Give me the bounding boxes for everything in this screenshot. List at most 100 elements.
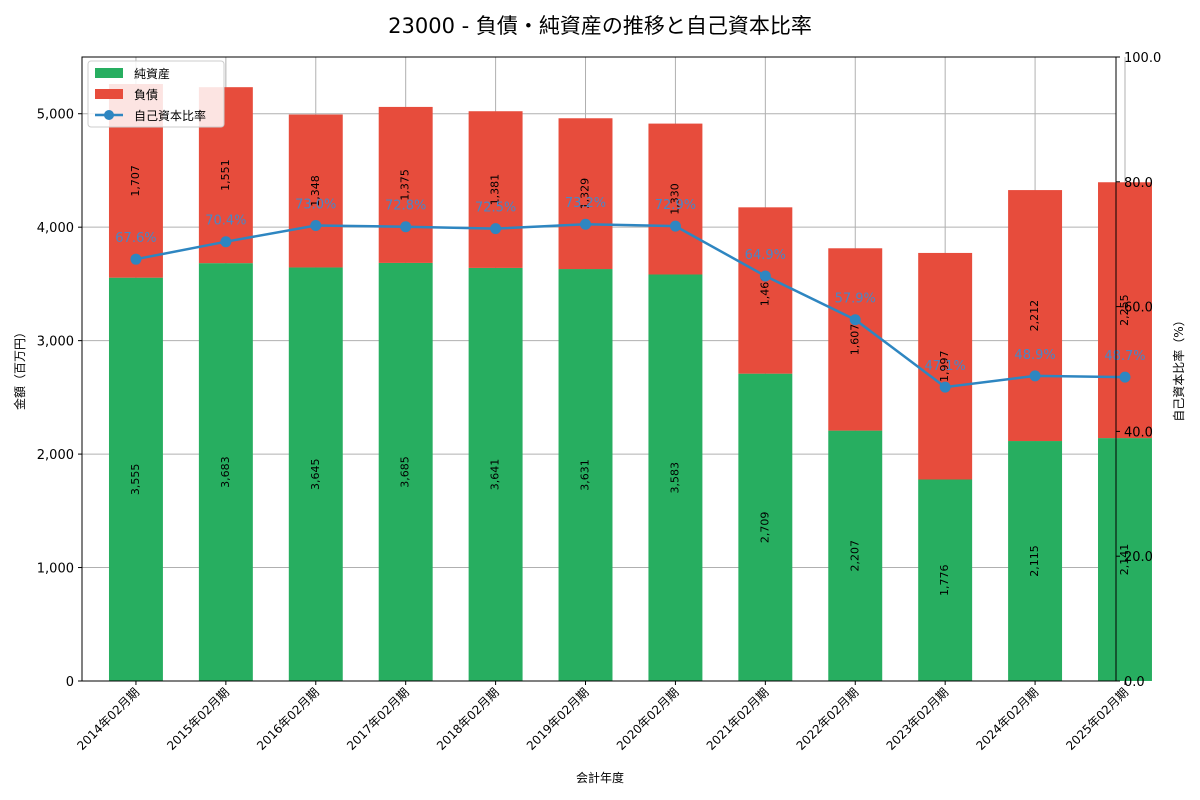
bar-label-liabilities: 1,381 [489,174,502,206]
bar-equity [468,267,523,681]
ratio-line: 67.6% 70.4% 73.0% 72.8% 72.5% 73.2% 72.9% 64.9%… [115,196,1146,393]
ratio-label: 73.0% [295,197,336,212]
bar-label-equity: 3,645 [309,458,322,490]
bar-equity [558,269,613,681]
bar-label-liabilities: 1,329 [579,178,592,210]
x-tick-label: 2014年02月期 [74,685,142,753]
bar-label-equity: 2,115 [1028,545,1041,577]
x-tick-label: 2025年02月期 [1063,685,1131,753]
bar-equity [1098,438,1152,681]
ratio-point [310,219,322,231]
legend-swatch-ratio-marker [104,110,114,120]
bar-label-equity: 3,685 [399,456,412,488]
y2-tick-label: 20.0 [1124,550,1153,565]
ratio-label: 70.4% [205,214,246,229]
legend-label-liabilities: 負債 [134,87,158,102]
ratio-label: 64.9% [745,248,786,263]
y-tick-label: 1,000 [37,562,74,577]
ratio-point [1029,370,1041,382]
ratio-point [490,223,502,235]
ratio-point [400,221,412,233]
ratio-label: 48.7% [1104,349,1145,364]
y2-tick-label: 60.0 [1124,301,1153,316]
bar-liabilities [1008,190,1063,442]
x-tick-label: 2015年02月期 [164,685,232,753]
bar-label-liabilities: 1,466 [758,275,771,307]
bar-label-equity: 2,207 [848,540,861,572]
bar-label-equity: 2,141 [1118,544,1131,576]
y-tick-label: 3,000 [37,335,74,350]
x-tick-label: 2022年02月期 [794,685,862,753]
bar-liabilities [648,123,703,275]
bar-liabilities [918,252,973,480]
x-tick-label: 2017年02月期 [344,685,412,753]
bar-label-equity: 2,709 [758,512,771,544]
ratio-label: 72.8% [385,199,426,214]
y-tick-label: 4,000 [37,221,74,236]
bar-liabilities [558,118,613,270]
bar-label-liabilities: 1,707 [129,165,142,197]
bar-label-liabilities: 1,607 [848,324,861,356]
bar-label-equity: 3,641 [489,459,502,491]
ratio-polyline [135,222,1126,389]
bar-liabilities [828,248,883,431]
bar-label-equity: 3,631 [579,459,592,491]
ratio-point [669,220,681,232]
bar-equity [1008,441,1063,681]
y2-tick-label: 80.0 [1124,176,1153,191]
ratio-label: 72.5% [475,201,516,216]
bar-label-liabilities: 1,997 [938,350,951,382]
bar-liabilities [378,106,433,263]
ratio-label: 67.6% [115,231,156,246]
y-tick-label: 0 [66,675,74,690]
bar-label-liabilities: 1,551 [219,159,232,191]
legend-label-equity: 純資産 [134,66,170,81]
legend-swatch-equity [95,68,123,78]
legend-swatch-liabilities [95,89,123,99]
plot-frame [81,56,1117,682]
legend: 純資産 負債 自己資本比率 [87,60,225,128]
chart-title: 23000 - 負債・純資産の推移と自己資本比率 [388,14,812,38]
y-axis-label: 金額（百万円） [12,326,27,410]
x-tick-label: 2023年02月期 [884,685,952,753]
ratio-label: 57.9% [835,292,876,307]
bar-label-equity: 3,583 [668,462,681,494]
ratio-point [849,314,861,326]
bar-equity [738,373,793,681]
y-tick-label: 5,000 [37,108,74,123]
bar-label-liabilities: 2,212 [1028,300,1041,332]
bar-label-equity: 1,776 [938,565,951,597]
ratio-point [220,236,232,248]
bar-liabilities [288,114,343,268]
x-tick-label: 2019年02月期 [524,685,592,753]
y2-tick-label: 100.0 [1124,51,1161,66]
ratio-point [130,253,142,265]
ratio-label: 48.9% [1014,348,1055,363]
bar-liabilities [1098,182,1152,439]
ratio-label: 73.2% [565,196,606,211]
x-tick-label: 2024年02月期 [973,685,1041,753]
x-axis-label: 会計年度 [576,770,624,785]
x-tick-label: 2021年02月期 [704,685,772,753]
bar-equity [648,274,703,681]
ratio-point [1119,371,1131,383]
bar-liabilities [738,207,793,374]
y-tick-label: 2,000 [37,448,74,463]
bar-equity [198,263,253,681]
x-tick-label: 2018年02月期 [434,685,502,753]
y2-axis-label: 自己資本比率（%） [1171,314,1186,421]
ratio-label: 72.9% [655,198,696,213]
x-tick-label: 2016年02月期 [254,685,322,753]
bar-equity [108,277,163,681]
bar-equity [828,430,883,681]
legend-label-ratio: 自己資本比率 [134,108,206,123]
x-tick-label: 2020年02月期 [614,685,682,753]
bar-label-liabilities: 1,375 [399,169,412,201]
bar-label-equity: 3,555 [129,464,142,496]
bar-liabilities [468,111,523,268]
ratio-point [580,218,592,230]
ratio-label: 47.1% [925,359,966,374]
ratio-point [939,381,951,393]
bar-label-liabilities: 2,255 [1118,294,1131,326]
bars [108,84,1152,681]
